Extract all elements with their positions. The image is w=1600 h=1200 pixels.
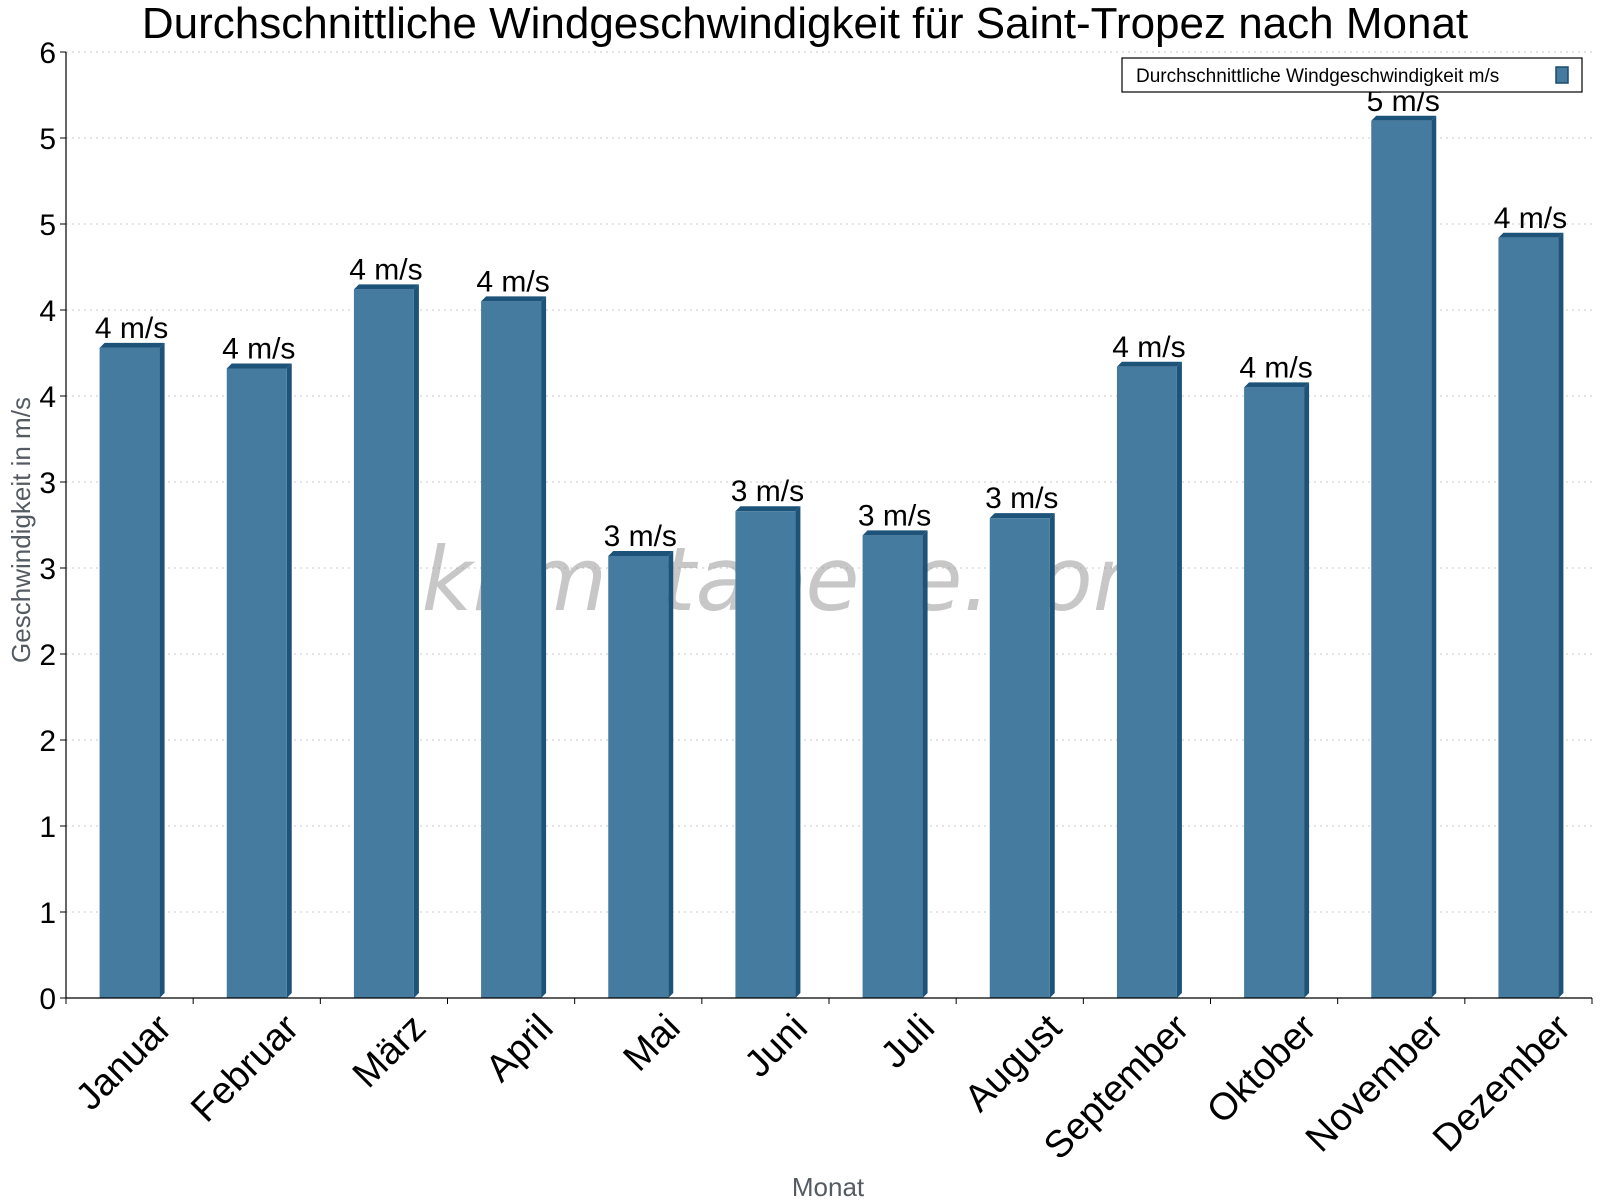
- bar: [862, 535, 923, 998]
- bar-group: 4 m/s: [476, 265, 550, 998]
- bar: [226, 368, 287, 999]
- bar: [99, 347, 160, 999]
- bar-top: [735, 506, 801, 512]
- bar: [989, 518, 1050, 998]
- bar-value-label: 3 m/s: [731, 475, 804, 508]
- bar-top: [99, 342, 165, 348]
- bar-side: [541, 296, 547, 998]
- bar-group: 4 m/s: [1112, 331, 1186, 998]
- bar: [353, 289, 414, 998]
- bar-side: [1176, 361, 1182, 998]
- bar-top: [608, 550, 674, 556]
- legend: Durchschnittliche Windgeschwindigkeit m/…: [1121, 57, 1583, 93]
- y-tick-label: 2: [39, 639, 56, 672]
- y-axis-title: Geschwindigkeit in m/s: [6, 397, 36, 663]
- bar: [1371, 120, 1432, 999]
- y-tick-label: 0: [39, 983, 56, 1016]
- bar-group: 4 m/s: [95, 312, 168, 999]
- bar-top: [1244, 382, 1310, 388]
- bar-top: [1498, 232, 1564, 238]
- x-tick-label: Januar: [68, 1006, 180, 1118]
- x-tick-label: Dezember: [1425, 1006, 1579, 1160]
- bar-value-label: 4 m/s: [476, 265, 549, 298]
- bar-top: [1116, 361, 1182, 367]
- bar-side: [286, 363, 292, 999]
- bar-value-label: 4 m/s: [222, 332, 295, 365]
- bar-group: 4 m/s: [1239, 351, 1313, 998]
- bar-top: [989, 513, 1055, 519]
- bar-side: [1304, 382, 1310, 998]
- bar-group: 4 m/s: [1494, 202, 1567, 998]
- bar-top: [353, 284, 419, 290]
- chart-title: Durchschnittliche Windgeschwindigkeit fü…: [142, 0, 1468, 48]
- x-tick-label: Juni: [737, 1007, 816, 1086]
- x-tick-label: November: [1298, 1006, 1452, 1160]
- x-tick-label: Mai: [616, 1007, 689, 1080]
- bar: [608, 555, 669, 998]
- bar-group: 4 m/s: [222, 332, 295, 999]
- legend-swatch: [1555, 66, 1569, 84]
- y-tick-label: 6: [39, 37, 56, 70]
- bar-group: 3 m/s: [858, 499, 931, 998]
- bar: [1116, 366, 1177, 998]
- x-axis-title: Monat: [792, 1172, 865, 1200]
- bar-group: 3 m/s: [985, 482, 1058, 998]
- bar-top: [862, 530, 928, 536]
- bar-side: [922, 530, 928, 998]
- y-tick-label: 3: [39, 467, 56, 500]
- bar: [1244, 387, 1305, 998]
- bar-side: [159, 342, 165, 999]
- y-tick-label: 1: [39, 897, 56, 930]
- y-tick-label: 2: [39, 725, 56, 758]
- x-tick-label: Oktober: [1199, 1006, 1325, 1132]
- bar-side: [1558, 232, 1564, 998]
- x-tick-label: Februar: [183, 1006, 307, 1130]
- bar-side: [668, 550, 674, 998]
- bar: [481, 301, 542, 998]
- bar-top: [481, 296, 547, 302]
- legend-box: [1121, 57, 1583, 93]
- bar-group: 4 m/s: [349, 253, 423, 998]
- bar-value-label: 3 m/s: [858, 499, 931, 532]
- bars-layer: 4 m/s 4 m/s 4 m/s 4 m/s 3 m/s 3 m/s 3 m/s 3 m/s…: [95, 85, 1567, 999]
- bar-value-label: 4 m/s: [95, 312, 168, 345]
- bar-side: [1431, 115, 1437, 999]
- y-tick-label: 5: [39, 209, 56, 242]
- bar-value-label: 4 m/s: [1494, 202, 1567, 235]
- x-tick-label: April: [478, 1007, 561, 1090]
- bar-group: 3 m/s: [604, 520, 677, 998]
- y-tick-label: 3: [39, 553, 56, 586]
- bar-group: 5 m/s: [1367, 85, 1440, 999]
- bar-side: [1049, 513, 1055, 998]
- bar-side: [795, 506, 801, 998]
- bar-group: 3 m/s: [731, 475, 804, 998]
- x-tick-label: Juli: [873, 1007, 943, 1077]
- bar-value-label: 3 m/s: [604, 520, 677, 553]
- y-tick-label: 4: [39, 381, 56, 414]
- y-tick-label: 5: [39, 123, 56, 156]
- x-tick-label: August: [957, 1006, 1071, 1120]
- bar: [1498, 237, 1559, 998]
- x-tick-label: März: [345, 1007, 434, 1096]
- bar-value-label: 4 m/s: [1239, 351, 1312, 384]
- bar-side: [413, 284, 419, 998]
- bar-top: [226, 363, 292, 369]
- y-tick-label: 4: [39, 295, 56, 328]
- legend-label: Durchschnittliche Windgeschwindigkeit m/…: [1136, 66, 1499, 87]
- bar-value-label: 3 m/s: [985, 482, 1058, 515]
- bar-value-label: 4 m/s: [1112, 331, 1185, 364]
- grid-layer: [66, 51, 1592, 913]
- bar-value-label: 4 m/s: [349, 253, 422, 286]
- bar: [735, 511, 796, 998]
- bar-top: [1371, 115, 1437, 121]
- y-tick-label: 1: [39, 811, 56, 844]
